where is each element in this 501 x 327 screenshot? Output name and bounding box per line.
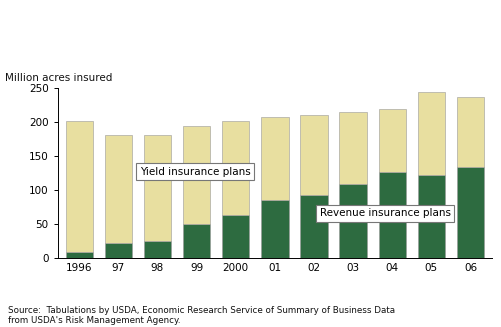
- Bar: [339, 112, 366, 183]
- Bar: [105, 243, 132, 258]
- Bar: [456, 97, 483, 166]
- Bar: [261, 117, 288, 200]
- Bar: [261, 200, 288, 258]
- Bar: [182, 224, 210, 258]
- Text: Yield insurance plans: Yield insurance plans: [140, 167, 250, 177]
- Bar: [66, 251, 93, 258]
- Bar: [105, 135, 132, 243]
- Bar: [417, 175, 444, 258]
- Bar: [378, 109, 405, 172]
- Bar: [221, 215, 249, 258]
- Bar: [378, 172, 405, 258]
- Text: Source:  Tabulations by USDA, Economic Research Service of Summary of Business D: Source: Tabulations by USDA, Economic Re…: [8, 306, 394, 325]
- Text: Federal crop insurance program: Federal crop insurance program: [8, 45, 239, 58]
- Bar: [182, 126, 210, 224]
- Text: Revenue insurance plans: Revenue insurance plans: [319, 208, 450, 218]
- Text: Million acres insured: Million acres insured: [5, 73, 112, 83]
- Bar: [417, 92, 444, 175]
- Bar: [456, 166, 483, 258]
- Bar: [143, 241, 171, 258]
- Bar: [143, 135, 171, 241]
- Bar: [66, 121, 93, 251]
- Text: Revenue insurance acreage surpasses yield insurance acreage in: Revenue insurance acreage surpasses yiel…: [8, 8, 477, 21]
- Bar: [221, 121, 249, 215]
- Bar: [300, 115, 327, 195]
- Bar: [300, 195, 327, 258]
- Bar: [339, 183, 366, 258]
